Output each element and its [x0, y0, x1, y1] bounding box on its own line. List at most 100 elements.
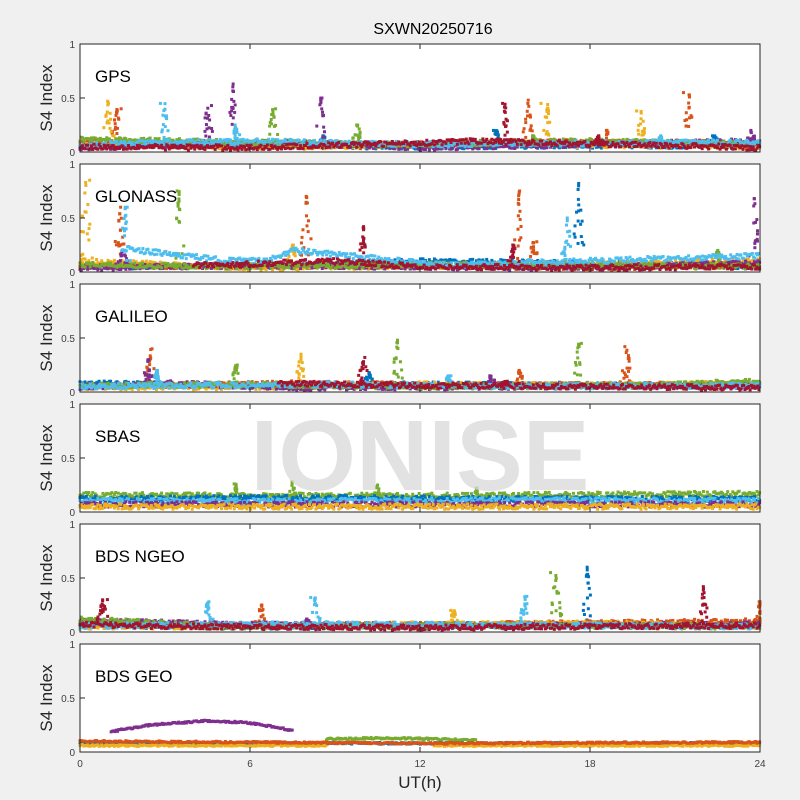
data-point: [579, 222, 583, 226]
data-point: [722, 145, 726, 149]
data-point: [449, 147, 453, 151]
data-point: [403, 148, 407, 152]
data-point: [355, 145, 359, 149]
data-point: [642, 129, 646, 133]
data-point: [225, 147, 229, 151]
data-point: [685, 118, 689, 122]
data-point: [483, 139, 487, 143]
data-point: [274, 146, 278, 150]
data-point: [694, 142, 698, 146]
data-point: [542, 146, 546, 150]
data-point: [749, 131, 753, 135]
data-point: [106, 143, 110, 147]
data-point: [576, 219, 580, 223]
data-point: [358, 135, 362, 139]
data-point: [388, 146, 392, 150]
data-point: [746, 136, 750, 140]
data-point: [119, 136, 123, 140]
data-point: [576, 241, 580, 245]
data-point: [755, 142, 759, 146]
data-point: [749, 141, 753, 145]
data-point: [381, 144, 385, 148]
data-point: [635, 109, 639, 113]
chart-title: SXWN20250716: [373, 21, 492, 38]
data-point: [134, 147, 138, 151]
data-point: [660, 139, 664, 143]
data-point: [207, 142, 211, 146]
data-point: [330, 141, 334, 145]
data-point: [290, 142, 294, 146]
data-point: [301, 147, 305, 151]
data-point: [679, 138, 683, 142]
data-point: [322, 125, 326, 129]
data-point: [356, 124, 360, 128]
data-point: [232, 141, 236, 145]
data-point: [751, 140, 755, 144]
data-point: [579, 235, 583, 239]
data-point: [413, 147, 417, 151]
data-point: [344, 143, 348, 147]
data-point: [639, 117, 643, 121]
data-point: [440, 258, 444, 262]
data-point: [323, 138, 327, 142]
data-point: [704, 142, 708, 146]
data-point: [177, 137, 181, 141]
data-point: [641, 119, 645, 123]
data-point: [406, 147, 410, 151]
data-point: [213, 147, 217, 151]
data-point: [111, 143, 115, 147]
data-point: [420, 142, 424, 146]
data-point: [687, 101, 691, 105]
data-point: [580, 240, 584, 244]
data-point: [235, 142, 239, 146]
data-point: [612, 143, 616, 147]
data-point: [283, 147, 287, 151]
data-point: [276, 133, 280, 137]
data-point: [693, 139, 697, 143]
data-point: [583, 139, 587, 143]
data-point: [676, 143, 680, 147]
data-point: [160, 143, 164, 147]
data-point: [142, 139, 146, 143]
data-point: [241, 137, 245, 141]
plot-area: [80, 44, 760, 152]
data-point: [656, 138, 660, 142]
data-point: [455, 141, 459, 145]
data-point: [144, 139, 148, 143]
data-point: [118, 146, 122, 150]
data-point: [446, 145, 450, 149]
data-point: [682, 144, 686, 148]
data-point: [718, 147, 722, 151]
data-point: [304, 147, 308, 151]
data-point: [500, 258, 504, 262]
data-point: [668, 139, 672, 143]
data-point: [105, 121, 109, 125]
data-point: [751, 136, 755, 140]
data-point: [657, 136, 661, 140]
data-point: [269, 117, 273, 121]
data-point: [504, 117, 508, 121]
data-point: [255, 137, 259, 141]
data-point: [220, 144, 224, 148]
data-point: [177, 141, 181, 145]
data-point: [265, 143, 269, 147]
data-point: [572, 232, 576, 236]
data-point: [687, 124, 691, 128]
data-point: [101, 147, 105, 151]
data-point: [166, 137, 170, 141]
data-point: [552, 141, 556, 145]
data-point: [503, 138, 507, 142]
data-point: [106, 103, 110, 107]
data-point: [305, 141, 309, 145]
data-point: [550, 144, 554, 148]
data-point: [712, 143, 716, 147]
data-point: [501, 101, 505, 105]
data-point: [81, 136, 85, 140]
data-point: [436, 144, 440, 148]
data-point: [552, 146, 556, 150]
data-point: [287, 140, 291, 144]
data-point: [681, 91, 685, 95]
data-point: [526, 98, 530, 102]
data-point: [169, 141, 173, 145]
data-point: [625, 137, 629, 141]
